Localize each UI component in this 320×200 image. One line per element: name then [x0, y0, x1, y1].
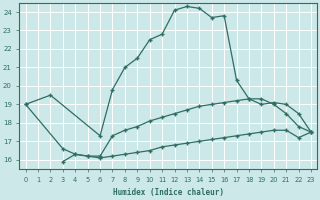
X-axis label: Humidex (Indice chaleur): Humidex (Indice chaleur) [113, 188, 224, 197]
